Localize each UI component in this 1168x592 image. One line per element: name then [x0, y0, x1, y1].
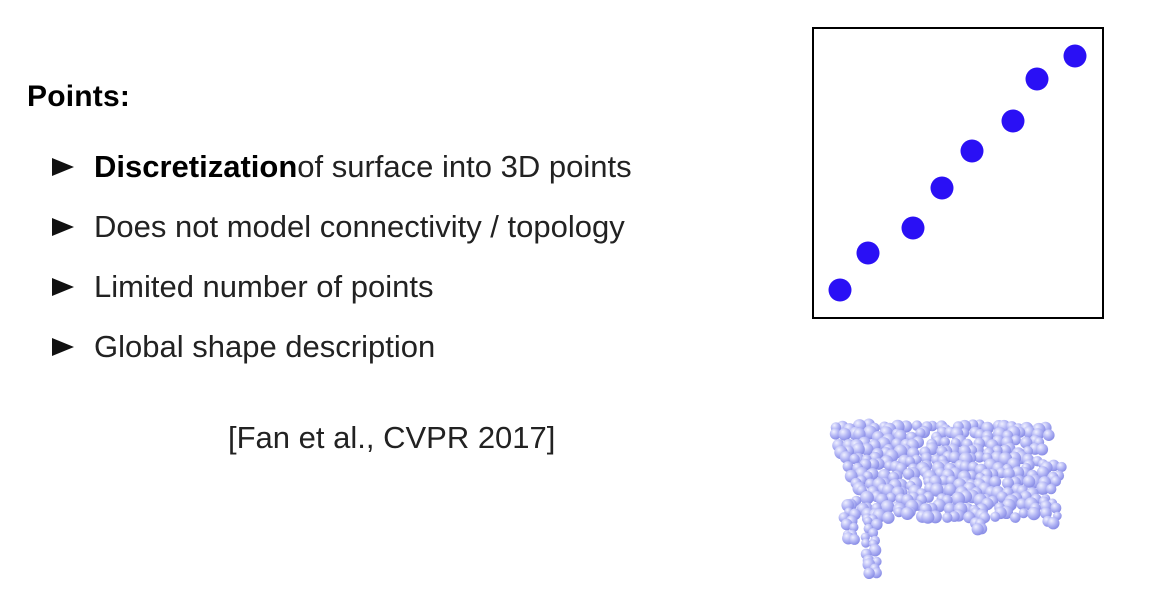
bullet-item: Global shape description: [52, 317, 632, 377]
bullet-list: Discretization of surface into 3D points…: [52, 137, 632, 377]
triangle-bullet-icon: [52, 158, 74, 176]
bench-point: [943, 483, 957, 497]
citation: [Fan et al., CVPR 2017]: [228, 420, 556, 455]
illustration-frame: [812, 27, 1104, 319]
bench-point: [860, 490, 874, 505]
bench-point: [1027, 507, 1041, 521]
bullet-text: Global shape description: [94, 329, 436, 364]
bench-point: [838, 428, 852, 441]
bench-point: [1043, 429, 1055, 441]
bench-point: [990, 511, 1001, 522]
bench-point: [1010, 512, 1021, 523]
bench-point: [1002, 477, 1014, 490]
bench-point: [921, 510, 935, 524]
point: [960, 139, 984, 163]
bench-point: [861, 538, 871, 548]
bench-point: [1036, 466, 1050, 479]
bench-point: [863, 516, 873, 526]
bench-point: [829, 428, 842, 440]
bench-point: [940, 436, 950, 447]
bench-point: [1022, 475, 1036, 488]
point-set-illustration: [812, 27, 1104, 319]
point-cloud-bench-image: [829, 418, 1067, 579]
bench-point: [1036, 481, 1050, 495]
bench-point: [915, 427, 926, 439]
point: [1001, 109, 1025, 133]
bench-point: [882, 511, 895, 524]
bench-point: [849, 522, 859, 532]
bullet-item: Does not model connectivity / topology: [52, 197, 632, 257]
bench-point: [971, 523, 984, 536]
bench-point: [839, 451, 853, 464]
bench-point: [900, 507, 914, 520]
point: [856, 241, 880, 265]
bullet-item: Limited number of points: [52, 257, 632, 317]
bench-point: [1018, 508, 1029, 519]
bench-point: [1050, 502, 1062, 514]
bullet-item: Discretization of surface into 3D points: [52, 137, 632, 197]
bullet-text: Does not model connectivity / topology: [94, 209, 625, 244]
bench-point: [868, 528, 879, 538]
bench-point: [1016, 498, 1028, 510]
point: [828, 278, 852, 302]
bench-point: [930, 483, 944, 497]
bench-point: [938, 475, 950, 486]
slide-heading: Points:: [27, 80, 131, 113]
bench-point: [868, 544, 882, 557]
triangle-bullet-icon: [52, 338, 74, 356]
bullet-text: of surface into 3D points: [297, 149, 632, 184]
bench-point: [959, 460, 972, 473]
bench-point: [1056, 461, 1067, 473]
triangle-bullet-icon: [52, 278, 74, 296]
point: [930, 176, 954, 200]
bench-point: [902, 468, 915, 480]
triangle-bullet-icon: [52, 218, 74, 236]
bench-point: [973, 451, 986, 463]
bench-point: [989, 476, 1002, 488]
bench-point: [1002, 467, 1015, 480]
bench-point: [863, 567, 875, 579]
point: [901, 216, 925, 240]
bench-point: [1020, 436, 1033, 449]
bench-point: [1046, 483, 1057, 495]
bench-point: [1047, 517, 1060, 530]
bench-point: [1050, 476, 1062, 487]
bench-point: [842, 461, 854, 472]
bullet-text: Limited number of points: [94, 269, 434, 304]
point: [1025, 67, 1049, 91]
bench-point: [942, 512, 953, 523]
bullet-bold-text: Discretization: [94, 149, 298, 184]
point: [1063, 44, 1087, 68]
bench-point: [849, 453, 860, 465]
bench-point: [860, 443, 874, 456]
bench-point: [871, 518, 883, 531]
bench-point: [851, 442, 865, 456]
bench-point: [849, 534, 860, 545]
bench-point: [1036, 443, 1049, 456]
